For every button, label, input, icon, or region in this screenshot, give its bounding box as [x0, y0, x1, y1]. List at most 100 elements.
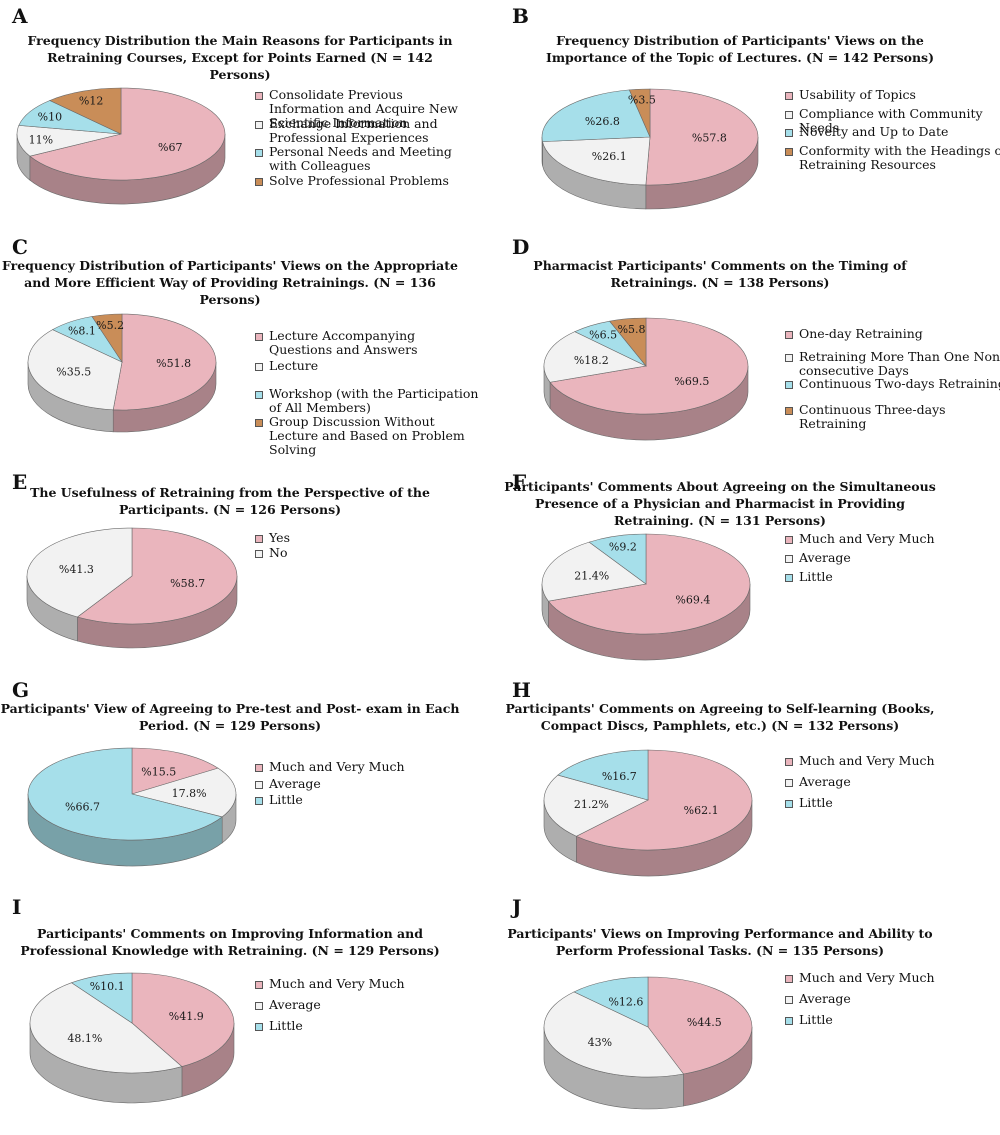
pie-slice-usability-of-topics — [645, 88, 759, 186]
legend-swatch — [785, 331, 793, 339]
legend-label: Continuous Three-days Retraining — [799, 402, 946, 431]
legend-label: Novelty and Up to Date — [799, 124, 949, 139]
data-label: %35.5 — [56, 366, 91, 379]
data-label: 43% — [588, 1036, 612, 1049]
legend-item: Exchange Information and Professional Ex… — [255, 117, 480, 145]
legend-item: Personal Needs and Meeting with Colleagu… — [255, 145, 480, 173]
legend-label: Much and Very Much — [269, 976, 405, 991]
legend-label: Little — [269, 792, 303, 807]
legend-swatch — [255, 419, 263, 427]
data-label: %58.7 — [170, 577, 205, 590]
legend-item: Average — [785, 992, 1000, 1006]
legend-item: Continuous Two-days Retraining — [785, 377, 1000, 391]
data-label: %51.8 — [156, 357, 191, 370]
data-label: %12 — [79, 95, 103, 108]
panel-letter: D — [512, 235, 530, 259]
legend-label: Personal Needs and Meeting with Colleagu… — [269, 144, 452, 173]
data-label: 48.1% — [67, 1032, 102, 1045]
legend-swatch — [255, 535, 263, 543]
legend-label: Much and Very Much — [269, 759, 405, 774]
legend-item: Consolidate Previous Information and Acq… — [255, 88, 480, 130]
legend-swatch — [255, 550, 263, 558]
pie-slice-much-and-very-much — [547, 533, 751, 635]
chart-title: Participants' View of Agreeing to Pre-te… — [0, 701, 460, 733]
pie-slice-average — [541, 541, 647, 602]
legend-label: Group Discussion Without Lecture and Bas… — [269, 414, 465, 457]
chart-legend: Much and Very Much Average Little — [785, 754, 1000, 864]
pie-slice-much-and-very-much — [647, 976, 753, 1075]
legend-item: Average — [255, 998, 480, 1012]
legend-item: Group Discussion Without Lecture and Bas… — [255, 415, 480, 457]
chart-title: Participants' Views on Improving Perform… — [507, 926, 933, 958]
legend-swatch — [785, 536, 793, 544]
pie-slice-much-and-very-much — [131, 972, 235, 1067]
pie-slice-lecture — [27, 329, 123, 411]
data-label: 21.2% — [574, 798, 609, 811]
legend-swatch — [255, 797, 263, 805]
legend-label: Much and Very Much — [799, 531, 935, 546]
chart-legend: Yes No — [255, 531, 480, 641]
chart-panel-f: F Participants' Comments About Agreeing o… — [500, 470, 1000, 700]
pie-chart: %58.7 %41.3 — [26, 527, 238, 649]
data-label: 21.4% — [574, 569, 609, 582]
legend-label: Workshop (with the Participation of All … — [269, 386, 479, 415]
legend-item: One-day Retraining — [785, 327, 1000, 341]
legend-item: Little — [785, 796, 1000, 810]
legend-item: Average — [785, 551, 1000, 565]
pie-slice-novelty-and-up-to-date — [541, 89, 651, 142]
legend-swatch — [255, 764, 263, 772]
legend-label: Conformity with the Headings of Retraini… — [799, 143, 1000, 172]
legend-item: Continuous Three-days Retraining — [785, 403, 1000, 431]
pie-slice-exchange-information-and-profe — [16, 125, 122, 157]
pie-slice-little — [27, 747, 223, 841]
pie-slice-average — [543, 991, 685, 1078]
legend-swatch — [785, 779, 793, 787]
chart-title: Frequency Distribution of Participants' … — [545, 33, 935, 65]
legend-swatch — [785, 92, 793, 100]
data-label: %10 — [38, 111, 62, 124]
chart-legend: Much and Very Much Average Little — [785, 532, 1000, 642]
legend-item: Little — [785, 570, 1000, 584]
legend-swatch — [785, 111, 793, 119]
legend-label: Much and Very Much — [799, 753, 935, 768]
pie-chart: %57.8 %26.1 %26.8 %3.5 — [541, 88, 759, 210]
legend-swatch — [255, 781, 263, 789]
chart-title: Participants' Comments About Agreeing on… — [504, 479, 936, 528]
data-label: %69.5 — [674, 375, 709, 388]
data-label: %3.5 — [628, 94, 656, 107]
data-label: %18.2 — [574, 354, 609, 367]
legend-swatch — [255, 178, 263, 186]
data-label: %26.8 — [585, 115, 620, 128]
legend-item: Lecture Accompanying Questions and Answe… — [255, 329, 480, 357]
panel-letter: E — [12, 470, 28, 494]
pie-slice-much-and-very-much — [575, 749, 753, 851]
legend-label: Retraining More Than One Non-consecutive… — [799, 349, 1000, 378]
legend-label: Consolidate Previous Information and Acq… — [269, 87, 458, 130]
pie-slice-average — [543, 774, 649, 837]
chart-legend: Much and Very Much Average Little — [785, 971, 1000, 1081]
legend-item: Retraining More Than One Non-consecutive… — [785, 350, 1000, 378]
legend-swatch — [255, 92, 263, 100]
pie-slice-no — [26, 527, 133, 618]
legend-item: Much and Very Much — [255, 977, 480, 991]
legend-item: Average — [785, 775, 1000, 789]
chart-legend: Much and Very Much Average Little — [255, 760, 480, 870]
legend-item: Much and Very Much — [255, 760, 480, 774]
legend-label: Much and Very Much — [799, 970, 935, 985]
chart-title: Participants' Comments on Agreeing to Se… — [505, 701, 935, 733]
legend-swatch — [255, 981, 263, 989]
legend-swatch — [255, 1002, 263, 1010]
pie-slice-lecture-accompanying-questions — [112, 313, 217, 411]
legend-item: Usability of Topics — [785, 88, 1000, 102]
legend-label: Average — [269, 776, 321, 791]
legend-label: One-day Retraining — [799, 326, 923, 341]
legend-item: Conformity with the Headings of Retraini… — [785, 144, 1000, 172]
panel-letter: F — [512, 470, 527, 494]
panel-letter: J — [512, 895, 522, 919]
legend-swatch — [255, 121, 263, 129]
chart-panel-e: E The Usefulness of Retraining from the P… — [0, 470, 500, 700]
legend-label: Continuous Two-days Retraining — [799, 376, 1000, 391]
legend-label: Average — [799, 774, 851, 789]
data-label: 17.8% — [172, 787, 207, 800]
panel-letter: H — [512, 678, 531, 702]
